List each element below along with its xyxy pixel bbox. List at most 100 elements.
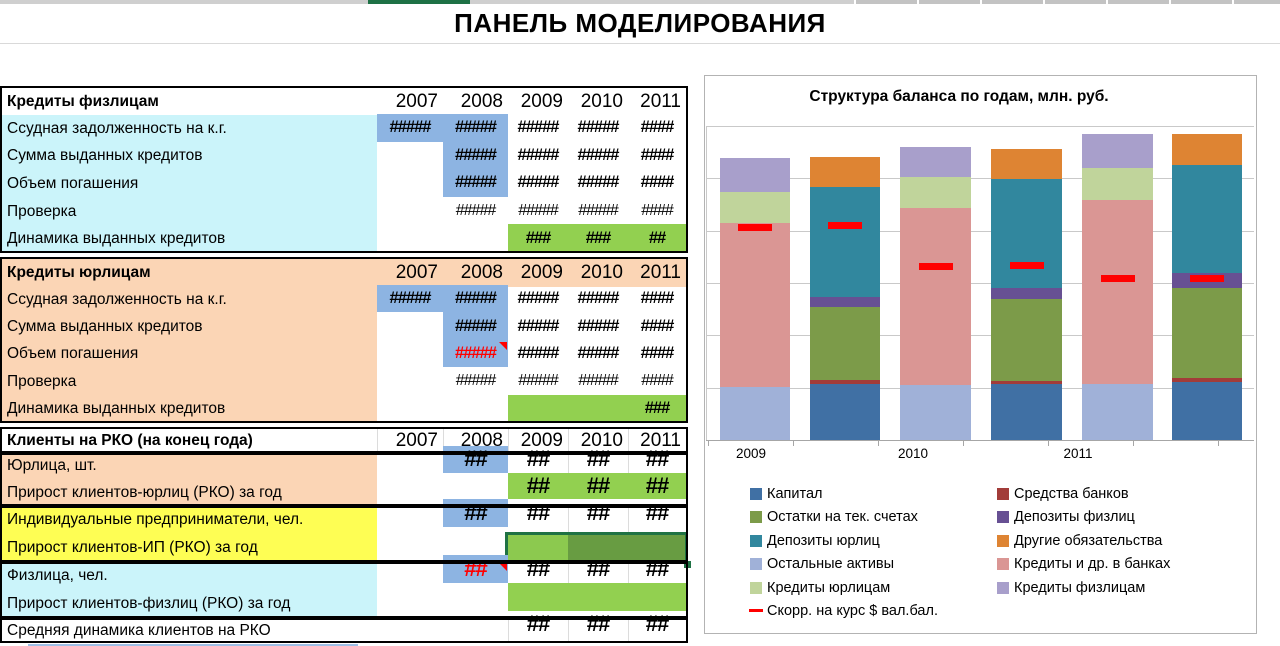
row-label-cell[interactable]: Объем погашения	[7, 174, 139, 192]
value-cell[interactable]: #####	[577, 289, 620, 308]
year-header-cell[interactable]: 2008	[460, 261, 503, 283]
value-cell[interactable]: ##	[568, 472, 628, 499]
legend-swatch[interactable]	[750, 581, 762, 594]
value-cell[interactable]: #####	[455, 371, 497, 389]
value-cell[interactable]	[568, 583, 628, 611]
value-cell[interactable]: ##	[586, 610, 610, 636]
bar-segment[interactable]	[900, 177, 971, 209]
legend-swatch[interactable]	[997, 534, 1009, 547]
bar-segment[interactable]	[1172, 378, 1242, 382]
value-cell[interactable]: #####	[577, 173, 620, 192]
bar-segment[interactable]	[900, 385, 971, 440]
bar-segment[interactable]	[720, 223, 790, 388]
value-cell[interactable]: ##	[443, 499, 508, 527]
value-cell[interactable]: ##	[645, 500, 669, 525]
value-cell[interactable]: ####	[640, 289, 675, 308]
value-cell[interactable]: ##	[645, 556, 669, 581]
value-cell[interactable]: #####	[517, 145, 560, 164]
value-cell[interactable]: #####	[377, 114, 443, 142]
legend-item[interactable]: Кредиты юрлицам	[767, 579, 891, 596]
row-label-cell[interactable]: Сумма выданных кредитов	[7, 147, 203, 165]
year-header-cell[interactable]: 2009	[520, 90, 563, 112]
value-cell[interactable]: #####	[517, 343, 560, 362]
value-cell[interactable]: ###	[568, 224, 628, 252]
value-cell[interactable]: ##	[586, 500, 610, 525]
row-label-cell[interactable]: Средняя динамика клиентов на РКО	[7, 621, 271, 639]
year-header-cell[interactable]: 2007	[395, 261, 438, 283]
value-cell[interactable]	[508, 394, 568, 422]
row-label-cell[interactable]: Прирост клиентов-юрлиц (РКО) за год	[7, 483, 282, 501]
value-cell[interactable]: ##	[586, 556, 610, 581]
value-cell[interactable]	[508, 583, 568, 611]
value-cell[interactable]: ###	[508, 224, 568, 252]
legend-swatch[interactable]	[750, 488, 762, 500]
legend-item[interactable]: Средства банков	[1014, 486, 1129, 502]
bar-segment[interactable]	[1172, 165, 1242, 274]
overlay-dash-marker[interactable]	[918, 263, 953, 271]
year-header-cell[interactable]: 2009	[520, 261, 563, 283]
legend-swatch[interactable]	[997, 581, 1009, 594]
bar-segment[interactable]	[810, 384, 880, 440]
value-cell[interactable]: ##	[526, 500, 550, 525]
row-label-cell[interactable]: Ссудная задолженность на к.г.	[7, 290, 227, 308]
value-cell[interactable]: #####	[443, 169, 508, 197]
value-cell[interactable]: ####	[641, 201, 674, 219]
year-header-cell[interactable]: 2007	[395, 90, 438, 112]
bar-segment[interactable]	[810, 157, 880, 188]
legend-swatch[interactable]	[750, 511, 762, 524]
year-header-cell[interactable]: 2008	[460, 430, 503, 451]
legend-item[interactable]: Кредиты и др. в банках	[1014, 556, 1171, 573]
bar-segment[interactable]	[720, 158, 790, 192]
overlay-dash-marker[interactable]	[1190, 274, 1224, 282]
row-label-cell[interactable]: Ссудная задолженность на к.г.	[7, 119, 227, 137]
chart-title[interactable]: Структура баланса по годам, млн. руб.	[809, 88, 1109, 105]
value-cell[interactable]: #####	[518, 201, 559, 219]
bar-segment[interactable]	[991, 298, 1062, 381]
year-header-cell[interactable]: 2010	[580, 261, 623, 283]
overlay-dash-marker[interactable]	[1009, 262, 1044, 270]
bar-segment[interactable]	[1172, 134, 1242, 166]
value-cell[interactable]: #####	[443, 114, 508, 142]
bar-segment[interactable]	[991, 384, 1062, 440]
row-label-cell[interactable]: Сумма выданных кредитов	[7, 318, 203, 336]
value-cell[interactable]: #####	[455, 201, 497, 219]
value-cell[interactable]: #####	[518, 371, 559, 389]
value-cell[interactable]: #####	[443, 141, 508, 170]
bar-segment[interactable]	[991, 148, 1062, 180]
year-header-cell[interactable]: 2011	[640, 261, 681, 283]
value-cell[interactable]: ##	[508, 472, 568, 499]
row-label-cell[interactable]: Индивидуальные предприниматели, чел.	[7, 511, 304, 528]
legend-swatch[interactable]	[750, 534, 762, 547]
legend-item[interactable]: Остальные активы	[767, 556, 895, 573]
legend-dash-swatch[interactable]	[749, 609, 763, 612]
value-cell[interactable]	[628, 583, 686, 611]
bar-segment[interactable]	[991, 179, 1062, 289]
row-label-cell[interactable]: Динамика выданных кредитов	[7, 400, 226, 418]
legend-item[interactable]: Депозиты юрлиц	[767, 532, 880, 549]
value-cell[interactable]: #####	[443, 339, 508, 368]
value-cell[interactable]: #####	[578, 201, 619, 219]
value-cell[interactable]: #####	[517, 289, 560, 308]
value-cell[interactable]: #####	[517, 173, 560, 192]
bar-segment[interactable]	[810, 187, 880, 298]
legend-item[interactable]: Кредиты физлицам	[1014, 579, 1146, 596]
legend-item[interactable]: Депозиты физлиц	[1014, 509, 1135, 526]
legend-swatch[interactable]	[997, 558, 1009, 571]
bar-segment[interactable]	[1172, 288, 1242, 379]
selected-range[interactable]	[568, 534, 686, 562]
bar-segment[interactable]	[1082, 133, 1153, 168]
value-cell[interactable]: ##	[526, 446, 550, 472]
value-cell[interactable]: ####	[640, 173, 675, 192]
value-cell[interactable]: #####	[377, 285, 443, 313]
legend-item[interactable]: Скорр. на курс $ вал.бал.	[767, 603, 938, 619]
value-cell[interactable]: ####	[641, 371, 674, 389]
section-header-cell[interactable]: Клиенты на РКО (на конец года)	[7, 432, 253, 449]
overlay-dash-marker[interactable]	[738, 223, 772, 231]
bar-segment[interactable]	[810, 306, 880, 381]
year-header-cell[interactable]: 2011	[640, 430, 681, 451]
value-cell[interactable]: ####	[640, 316, 675, 335]
value-cell[interactable]: #####	[577, 145, 620, 164]
value-cell[interactable]: #####	[577, 343, 620, 362]
legend-swatch[interactable]	[750, 558, 762, 571]
bar-segment[interactable]	[991, 380, 1062, 384]
